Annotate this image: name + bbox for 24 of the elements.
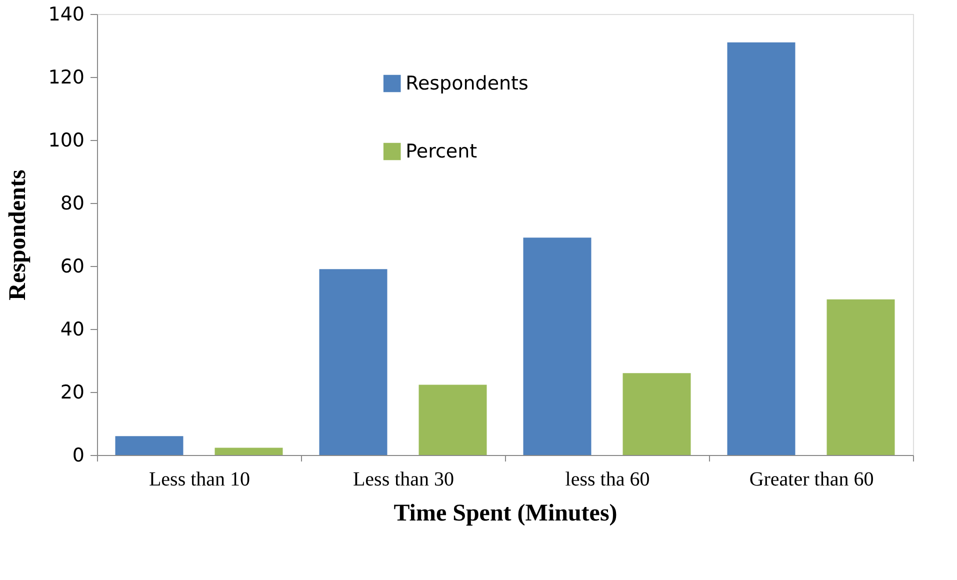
y-tick-label: 40: [60, 318, 84, 340]
bar: [727, 42, 796, 455]
bar: [319, 269, 388, 455]
y-tick-label: 0: [72, 444, 84, 466]
y-axis-title: Respondents: [5, 170, 32, 300]
y-tick-label: 140: [48, 4, 84, 26]
y-tick-label: 60: [60, 256, 84, 278]
y-tick-label: 20: [60, 382, 84, 404]
y-tick-label: 120: [48, 66, 84, 88]
x-tick-label: less tha 60: [565, 468, 650, 490]
y-tick-label: 100: [48, 130, 84, 152]
x-axis-title: Time Spent (Minutes): [394, 500, 618, 526]
bar: [418, 384, 487, 455]
x-tick-label: Less than 30: [352, 468, 454, 490]
legend-label: Percent: [406, 140, 478, 162]
y-tick-label: 80: [60, 192, 84, 214]
x-tick-label: Greater than 60: [749, 468, 874, 490]
legend-label: Respondents: [406, 72, 528, 94]
bar: [115, 436, 184, 455]
bar: [214, 448, 283, 455]
bar: [523, 238, 592, 455]
x-tick-label: Less than 10: [148, 468, 250, 490]
bar: [826, 299, 895, 455]
bar: [622, 373, 691, 455]
